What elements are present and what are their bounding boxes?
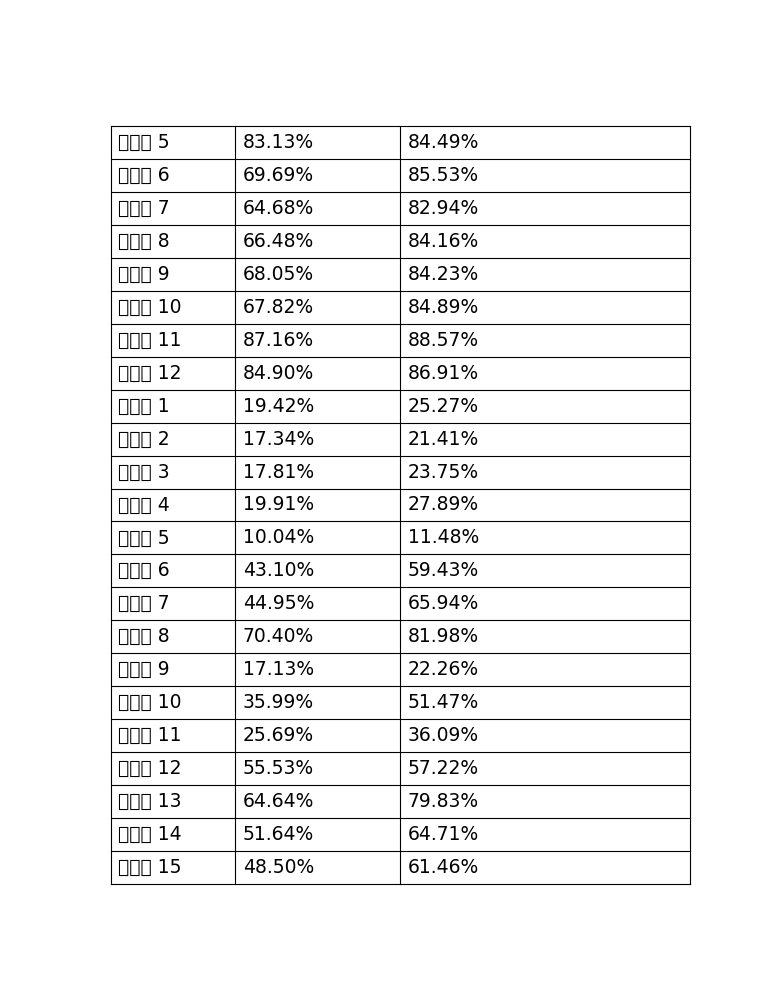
Text: 59.43%: 59.43% xyxy=(408,561,479,580)
Text: 36.09%: 36.09% xyxy=(408,726,479,745)
Text: 对比例 11: 对比例 11 xyxy=(118,726,182,745)
Text: 83.13%: 83.13% xyxy=(243,133,314,152)
Text: 对比例 1: 对比例 1 xyxy=(118,397,169,416)
Text: 对比例 10: 对比例 10 xyxy=(118,693,182,712)
Text: 对比例 14: 对比例 14 xyxy=(118,825,182,844)
Text: 对比例 9: 对比例 9 xyxy=(118,660,169,679)
Text: 对比例 12: 对比例 12 xyxy=(118,759,182,778)
Text: 44.95%: 44.95% xyxy=(243,594,314,613)
Text: 实施例 10: 实施例 10 xyxy=(118,298,182,317)
Text: 17.81%: 17.81% xyxy=(243,463,314,482)
Text: 87.16%: 87.16% xyxy=(243,331,314,350)
Text: 23.75%: 23.75% xyxy=(408,463,479,482)
Text: 27.89%: 27.89% xyxy=(408,495,479,514)
Text: 64.68%: 64.68% xyxy=(243,199,314,218)
Text: 43.10%: 43.10% xyxy=(243,561,314,580)
Text: 84.90%: 84.90% xyxy=(243,364,314,383)
Text: 81.98%: 81.98% xyxy=(408,627,479,646)
Text: 对比例 6: 对比例 6 xyxy=(118,561,169,580)
Text: 对比例 13: 对比例 13 xyxy=(118,792,182,811)
Text: 对比例 4: 对比例 4 xyxy=(118,495,170,514)
Text: 48.50%: 48.50% xyxy=(243,858,314,877)
Text: 84.16%: 84.16% xyxy=(408,232,479,251)
Text: 19.91%: 19.91% xyxy=(243,495,314,514)
Text: 84.23%: 84.23% xyxy=(408,265,479,284)
Text: 86.91%: 86.91% xyxy=(408,364,479,383)
Text: 11.48%: 11.48% xyxy=(408,528,479,547)
Text: 22.26%: 22.26% xyxy=(408,660,479,679)
Text: 35.99%: 35.99% xyxy=(243,693,314,712)
Text: 70.40%: 70.40% xyxy=(243,627,314,646)
Text: 实施例 11: 实施例 11 xyxy=(118,331,182,350)
Text: 61.46%: 61.46% xyxy=(408,858,479,877)
Text: 对比例 2: 对比例 2 xyxy=(118,430,169,449)
Text: 对比例 3: 对比例 3 xyxy=(118,463,169,482)
Text: 57.22%: 57.22% xyxy=(408,759,479,778)
Text: 65.94%: 65.94% xyxy=(408,594,479,613)
Text: 实施例 8: 实施例 8 xyxy=(118,232,169,251)
Text: 88.57%: 88.57% xyxy=(408,331,479,350)
Text: 10.04%: 10.04% xyxy=(243,528,314,547)
Text: 68.05%: 68.05% xyxy=(243,265,314,284)
Text: 对比例 7: 对比例 7 xyxy=(118,594,169,613)
Text: 对比例 15: 对比例 15 xyxy=(118,858,182,877)
Text: 实施例 9: 实施例 9 xyxy=(118,265,169,284)
Text: 19.42%: 19.42% xyxy=(243,397,314,416)
Text: 64.71%: 64.71% xyxy=(408,825,479,844)
Text: 79.83%: 79.83% xyxy=(408,792,479,811)
Text: 55.53%: 55.53% xyxy=(243,759,314,778)
Text: 51.64%: 51.64% xyxy=(243,825,314,844)
Text: 84.49%: 84.49% xyxy=(408,133,479,152)
Text: 25.27%: 25.27% xyxy=(408,397,479,416)
Text: 85.53%: 85.53% xyxy=(408,166,479,185)
Text: 51.47%: 51.47% xyxy=(408,693,479,712)
Text: 69.69%: 69.69% xyxy=(243,166,314,185)
Text: 实施例 5: 实施例 5 xyxy=(118,133,169,152)
Text: 实施例 6: 实施例 6 xyxy=(118,166,169,185)
Text: 82.94%: 82.94% xyxy=(408,199,479,218)
Text: 实施例 7: 实施例 7 xyxy=(118,199,169,218)
Text: 66.48%: 66.48% xyxy=(243,232,314,251)
Text: 实施例 12: 实施例 12 xyxy=(118,364,182,383)
Text: 对比例 8: 对比例 8 xyxy=(118,627,169,646)
Text: 对比例 5: 对比例 5 xyxy=(118,528,169,547)
Text: 25.69%: 25.69% xyxy=(243,726,314,745)
Text: 84.89%: 84.89% xyxy=(408,298,479,317)
Text: 21.41%: 21.41% xyxy=(408,430,479,449)
Text: 64.64%: 64.64% xyxy=(243,792,314,811)
Text: 17.34%: 17.34% xyxy=(243,430,314,449)
Text: 67.82%: 67.82% xyxy=(243,298,314,317)
Text: 17.13%: 17.13% xyxy=(243,660,314,679)
